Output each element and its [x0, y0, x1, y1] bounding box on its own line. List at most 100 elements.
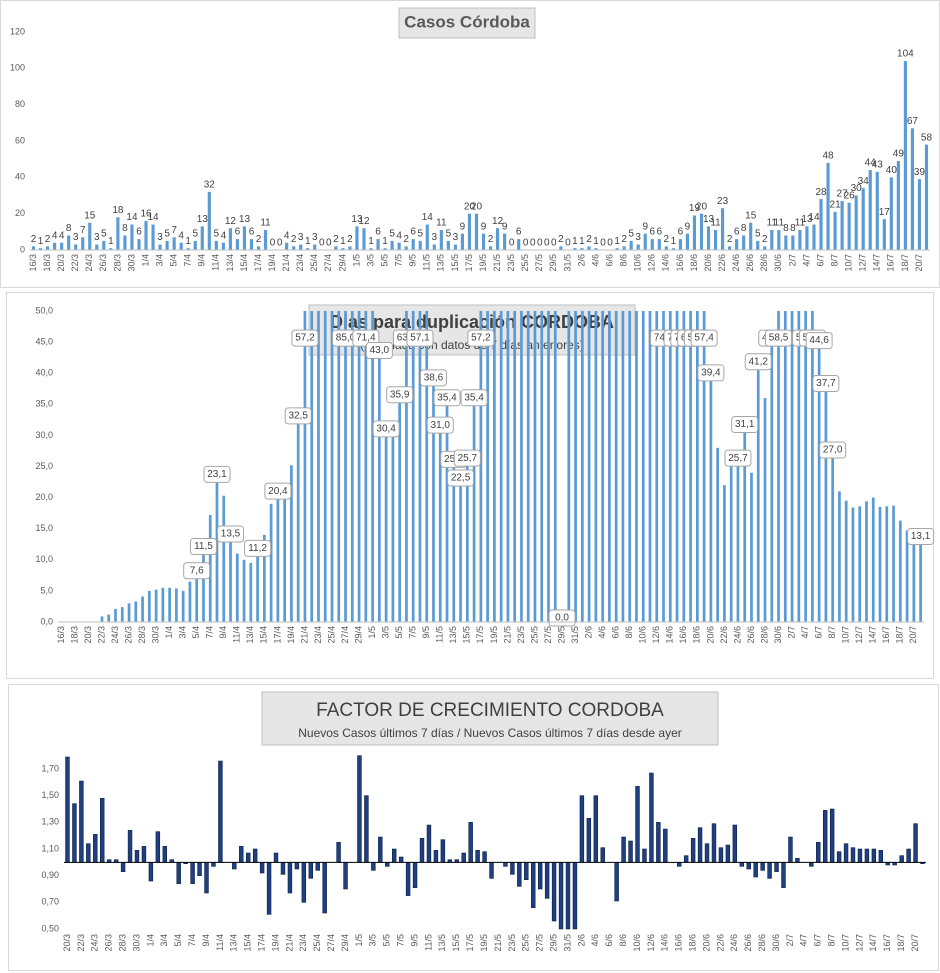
bar [871, 848, 877, 863]
bar [465, 462, 469, 622]
bar [819, 199, 823, 250]
data-label: 1 [382, 236, 388, 247]
data-label: 0 [551, 238, 557, 249]
x-tick-label: 7/5 [394, 254, 404, 267]
bar [155, 831, 161, 863]
bar [31, 246, 36, 250]
data-label: 8 [122, 223, 128, 234]
y-tick-label: 1,50 [41, 790, 59, 800]
data-label: 58,5 [769, 333, 789, 344]
x-tick-label: 28/6 [759, 254, 769, 272]
bar [713, 230, 718, 250]
bar [905, 530, 909, 622]
bar [728, 246, 732, 250]
x-tick-label: 24/6 [731, 254, 741, 272]
bar [742, 235, 746, 250]
bar [756, 365, 760, 622]
data-label: 14 [422, 212, 434, 223]
bar [188, 581, 192, 622]
bar [256, 552, 259, 622]
bar [493, 311, 496, 623]
bar [682, 311, 686, 622]
x-tick-label: 3/5 [365, 254, 375, 267]
bar [81, 237, 85, 250]
x-tick-label: 22/3 [70, 254, 80, 272]
bar [587, 246, 591, 250]
bar [636, 244, 640, 250]
bar [235, 553, 239, 622]
y-tick-label: 0 [20, 244, 25, 254]
x-tick-label: 6/6 [604, 254, 614, 267]
data-label: 1 [593, 236, 599, 247]
x-tick-label: 5/5 [382, 934, 392, 947]
bar [750, 472, 753, 622]
bar [767, 862, 772, 879]
data-label: 12 [225, 216, 237, 227]
y-tick-label: 0,50 [41, 923, 59, 933]
bar [655, 311, 659, 623]
bar [391, 427, 395, 622]
x-tick-label: 9/4 [218, 626, 228, 639]
bar [222, 495, 226, 622]
label-box [819, 441, 847, 459]
bar [572, 862, 578, 930]
y-tick-label: 15,0 [35, 523, 53, 533]
bar [341, 248, 345, 250]
bar [179, 242, 183, 250]
bar [296, 419, 300, 622]
x-tick-label: 29/5 [548, 934, 558, 952]
data-label: 32,5 [288, 410, 308, 421]
data-label: 31,1 [735, 419, 755, 430]
label-box [805, 332, 833, 350]
x-tick-label: 26/3 [104, 934, 114, 952]
data-label: 31,0 [431, 420, 451, 431]
y-tick-label: 1,70 [41, 763, 59, 773]
x-tick-label: 17/5 [464, 254, 474, 272]
data-label: 41,2 [749, 356, 769, 367]
bar [749, 222, 753, 250]
x-tick-label: 27/4 [326, 934, 336, 952]
bar [565, 862, 571, 930]
bar [467, 213, 472, 250]
x-tick-label: 17/4 [272, 626, 282, 644]
x-tick-label: 6/7 [814, 626, 824, 639]
bar [317, 311, 320, 623]
bar [482, 851, 487, 863]
x-tick-label: 3/4 [159, 934, 169, 947]
x-tick-label: 17/4 [253, 254, 263, 272]
bar [843, 843, 849, 863]
bar [411, 239, 415, 250]
data-label: 32 [204, 180, 216, 191]
bar [913, 823, 918, 863]
bar [838, 491, 841, 622]
data-label: 21 [830, 199, 842, 210]
data-label: 0 [523, 238, 529, 249]
x-tick-label: 10/7 [840, 934, 850, 952]
label-box [217, 525, 245, 543]
x-tick-label: 16/3 [56, 626, 66, 644]
bar [384, 432, 388, 622]
data-label: 13 [197, 214, 209, 225]
bar [283, 493, 287, 622]
data-label: 3 [453, 232, 459, 243]
data-label: 7,6 [190, 565, 204, 576]
data-label-box: 22,5 [447, 469, 475, 487]
data-label-box: 30,4 [372, 420, 400, 438]
data-label: 19 [689, 203, 701, 214]
x-tick-label: 8/6 [624, 626, 634, 639]
bar [193, 240, 197, 250]
label-box [203, 465, 231, 483]
y-tick-label: 50,0 [35, 305, 53, 315]
bar [74, 244, 78, 250]
bar [433, 850, 439, 863]
data-label: 11 [260, 218, 271, 229]
data-label: 6 [375, 227, 381, 238]
bar [186, 248, 190, 250]
x-tick-label: 2/7 [786, 626, 796, 639]
x-tick-label: 16/6 [675, 254, 685, 272]
bar [858, 506, 862, 622]
bar [432, 381, 435, 622]
bar [689, 311, 692, 622]
bar [301, 862, 307, 903]
